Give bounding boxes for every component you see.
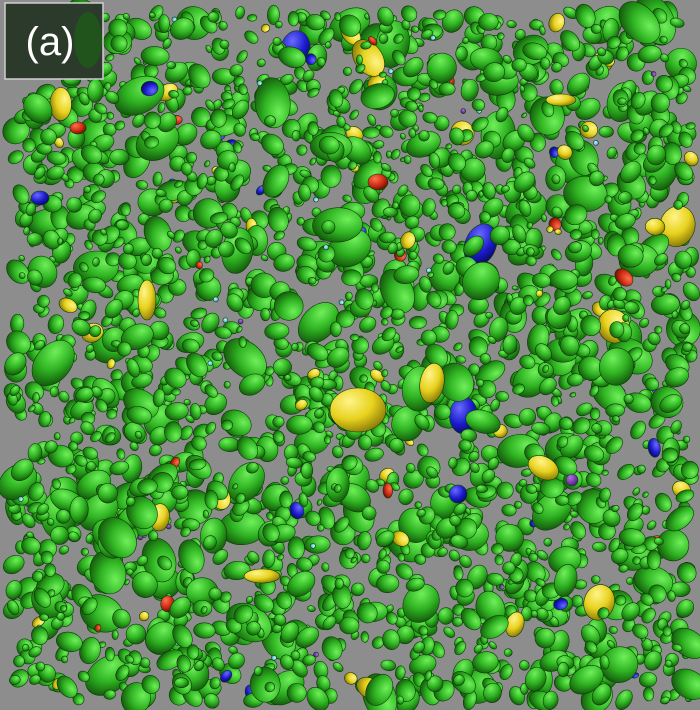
green-particle xyxy=(647,550,661,570)
green-particle xyxy=(167,61,176,69)
yellow-particle xyxy=(546,94,576,106)
panel-label: (a) xyxy=(26,20,75,64)
green-particle xyxy=(330,322,341,337)
cyan-particle xyxy=(213,297,219,303)
green-particle xyxy=(78,311,90,319)
purple-particle xyxy=(566,474,578,486)
green-particle xyxy=(439,82,456,95)
green-particle xyxy=(617,98,626,106)
green-particle xyxy=(598,237,604,245)
yellow-particle xyxy=(330,388,386,432)
green-particle xyxy=(44,563,56,577)
yellow-particle xyxy=(244,569,280,583)
blue-particle xyxy=(449,485,467,503)
red-particle xyxy=(196,262,203,269)
green-particle xyxy=(324,435,331,444)
rendering: (a) xyxy=(0,0,700,710)
green-particle xyxy=(159,15,170,33)
green-particle xyxy=(210,109,226,128)
green-particle xyxy=(591,575,600,583)
green-particle xyxy=(27,233,43,246)
label-box-shade xyxy=(74,12,102,68)
green-particle xyxy=(339,617,359,634)
green-particle xyxy=(105,252,120,266)
green-particle xyxy=(373,151,381,163)
green-particle xyxy=(409,316,427,329)
green-particle xyxy=(591,24,601,34)
green-particle xyxy=(590,408,600,420)
green-particle xyxy=(345,292,352,301)
green-particle xyxy=(54,433,60,441)
red-particle xyxy=(383,483,393,498)
yellow-particle xyxy=(555,229,562,235)
blue-particle xyxy=(31,191,49,205)
green-particle xyxy=(229,163,236,172)
green-particle xyxy=(619,192,633,204)
green-particle xyxy=(105,647,115,661)
green-particle xyxy=(361,631,369,642)
green-particle xyxy=(110,149,130,165)
green-particle xyxy=(601,470,608,476)
yellow-particle xyxy=(138,280,156,320)
green-particle xyxy=(599,126,614,138)
green-particle xyxy=(291,343,298,351)
green-particle xyxy=(103,123,116,136)
green-particle xyxy=(335,578,344,589)
green-particle xyxy=(175,678,189,688)
yellow-particle xyxy=(50,88,72,121)
green-particle xyxy=(455,46,467,61)
page: (a) (() => { const data = JSON.parse(doc… xyxy=(0,0,700,710)
green-particle xyxy=(273,359,291,376)
green-particle xyxy=(308,277,317,284)
red-particle xyxy=(70,122,86,134)
green-particle xyxy=(356,55,362,65)
green-particle xyxy=(350,334,359,341)
green-particle xyxy=(452,617,463,627)
green-particle xyxy=(371,283,379,293)
green-particle xyxy=(288,11,299,26)
green-particle xyxy=(476,379,484,388)
green-particle xyxy=(292,130,300,141)
green-particle xyxy=(112,630,118,640)
green-particle xyxy=(301,462,313,478)
green-particle xyxy=(558,662,569,676)
green-particle xyxy=(345,548,355,559)
green-particle xyxy=(362,127,380,139)
green-particle xyxy=(61,656,68,663)
green-particle xyxy=(203,510,209,519)
red-particle xyxy=(368,174,388,190)
green-particle xyxy=(504,648,513,656)
green-particle xyxy=(224,381,231,388)
cyan-particle xyxy=(593,140,599,146)
green-particle xyxy=(321,165,342,188)
green-particle xyxy=(361,554,370,563)
